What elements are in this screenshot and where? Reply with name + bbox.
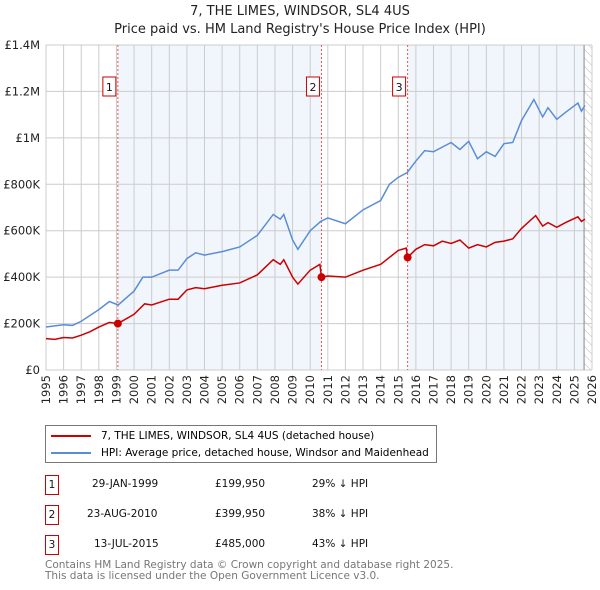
- sale-label-box: [392, 76, 407, 97]
- sale-label: 3: [396, 81, 403, 94]
- y-tick-label: £1.4M: [4, 38, 40, 52]
- x-tick-label: 2008: [268, 375, 282, 404]
- sale-point: [403, 253, 412, 262]
- x-tick-label: 2003: [180, 375, 194, 404]
- legend-label: 7, THE LIMES, WINDSOR, SL4 4US (detached…: [101, 430, 375, 442]
- plot-area: 1995 1996 1997 1998 1999 2000 2001 2002 2003 2004…: [3, 38, 599, 404]
- sale-label: 1: [106, 81, 113, 94]
- x-tick-label: 2020: [479, 375, 493, 404]
- y-tick-label: £1.2M: [4, 84, 40, 98]
- legend-swatch: [51, 452, 91, 454]
- x-tick-label: 2023: [532, 375, 546, 404]
- y-tick-label: £200K: [3, 317, 40, 331]
- x-tick-label: 2011: [321, 375, 335, 404]
- sale-marker: 3: [45, 535, 59, 555]
- sale-date: 13-JUL-2015: [94, 538, 159, 550]
- x-tick-label: 2026: [585, 375, 599, 404]
- sale-label-box: [305, 76, 320, 97]
- x-tick-label: 2000: [127, 375, 141, 404]
- x-tick-label: 2012: [338, 375, 352, 404]
- x-tick-label: 2002: [162, 375, 176, 404]
- x-tick-label: 2007: [250, 375, 264, 404]
- shaded-period: [407, 45, 585, 370]
- x-tick-label: 2004: [198, 375, 212, 404]
- y-tick-label: £600K: [3, 224, 40, 238]
- sale-date: 29-JAN-1999: [92, 478, 159, 490]
- legend: 7, THE LIMES, WINDSOR, SL4 4US (detached…: [45, 425, 437, 463]
- x-tick-label: 2009: [286, 375, 300, 404]
- x-tick-label: 2025: [567, 375, 581, 404]
- sale-hpi: 43% ↓ HPI: [312, 538, 369, 550]
- sale-hpi: 29% ↓ HPI: [312, 478, 369, 490]
- legend-swatch: [51, 435, 91, 437]
- x-tick-label: 2010: [303, 375, 317, 404]
- shaded-period: [117, 45, 322, 370]
- sale-price: £399,950: [215, 508, 266, 520]
- x-tick-label: 2014: [374, 375, 388, 404]
- sale-point: [317, 273, 326, 282]
- x-tick-label: 2018: [444, 375, 458, 404]
- chart-subtitle: Price paid vs. HM Land Registry's House …: [114, 22, 486, 37]
- x-tick-label: 2005: [215, 375, 229, 404]
- sale-hpi: 38% ↓ HPI: [312, 508, 369, 520]
- legend-label: HPI: Average price, detached house, Wind…: [101, 447, 429, 459]
- x-tick-label: 2013: [356, 375, 370, 404]
- sale-price: £199,950: [215, 478, 266, 490]
- x-tick-label: 2021: [497, 375, 511, 404]
- sale-point: [113, 319, 122, 328]
- series-line: [45, 97, 586, 328]
- x-tick-label: 2016: [409, 375, 423, 404]
- x-tick-label: 1997: [74, 375, 88, 404]
- sale-price: £485,000: [215, 538, 266, 550]
- x-tick-label: 1999: [109, 375, 123, 404]
- footer-copyright: Contains HM Land Registry data © Crown c…: [45, 559, 454, 571]
- x-tick-label: 1998: [92, 375, 106, 404]
- legend-item-hpi: HPI: Average price, detached house, Wind…: [51, 445, 429, 461]
- chart-title: 7, THE LIMES, WINDSOR, SL4 4US: [190, 4, 410, 19]
- sale-marker: 1: [45, 475, 59, 495]
- y-tick-label: £800K: [3, 177, 40, 191]
- footer-licence: This data is licensed under the Open Gov…: [45, 570, 380, 582]
- x-tick-label: 2001: [145, 375, 159, 404]
- x-tick-label: 2015: [391, 375, 405, 404]
- forecast-hatch: [584, 45, 592, 370]
- sale-label: 2: [309, 81, 316, 94]
- sale-label-box: [102, 76, 117, 97]
- x-tick-label: 2017: [426, 375, 440, 404]
- legend-item-property: 7, THE LIMES, WINDSOR, SL4 4US (detached…: [51, 428, 374, 444]
- sale-date: 23-AUG-2010: [87, 508, 158, 520]
- x-tick-label: 2024: [550, 375, 564, 404]
- x-tick-label: 1996: [57, 375, 71, 404]
- x-tick-label: 2006: [233, 375, 247, 404]
- x-tick-label: 2022: [515, 375, 529, 404]
- y-tick-label: £1M: [15, 131, 40, 145]
- sale-marker: 2: [45, 505, 59, 525]
- y-tick-label: £400K: [3, 270, 40, 284]
- x-tick-label: 1995: [39, 375, 53, 404]
- y-tick-label: £0: [25, 363, 40, 377]
- x-tick-label: 2019: [462, 375, 476, 404]
